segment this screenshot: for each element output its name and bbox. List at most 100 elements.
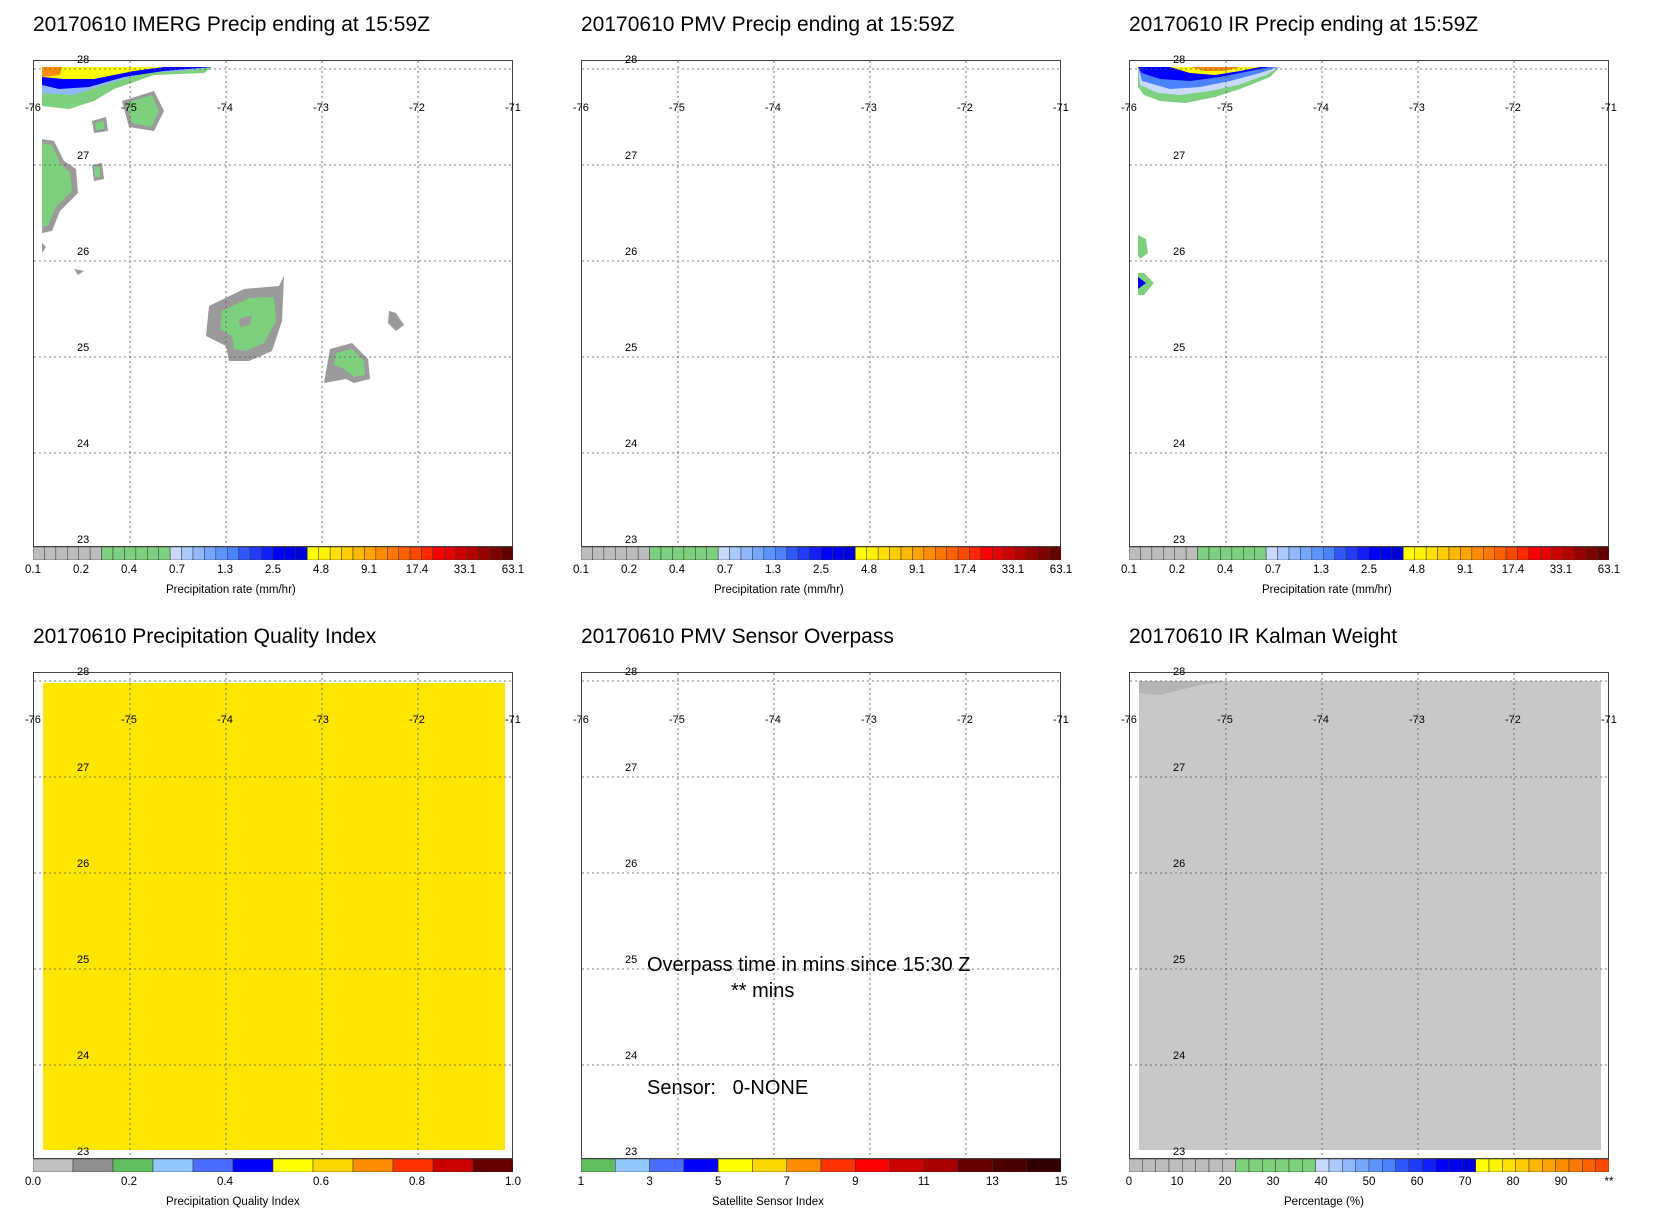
colorbar-swatch xyxy=(1408,1159,1423,1172)
colorbar-swatch xyxy=(1517,547,1530,560)
colorbar-tick-label: 50 xyxy=(1362,1176,1376,1188)
colorbar-swatch xyxy=(1435,1159,1450,1172)
colorbar-tick-label: 2.5 xyxy=(265,564,281,576)
grid-lines xyxy=(582,61,1060,546)
lat-label: 25 xyxy=(625,342,638,354)
colorbar-swatch xyxy=(889,547,902,560)
lat-label: 28 xyxy=(77,54,90,66)
lon-label: -75 xyxy=(121,714,137,726)
colorbar-tick-label: 30 xyxy=(1266,1176,1280,1188)
colorbar-swatch xyxy=(147,547,159,560)
colorbar-swatch xyxy=(1151,547,1164,560)
colorbar-swatch xyxy=(295,547,308,560)
colorbar-swatch xyxy=(1288,1159,1303,1172)
lon-label: -73 xyxy=(313,714,329,726)
colorbar-swatch xyxy=(683,547,696,560)
colorbar-tick-label: 0.7 xyxy=(169,564,185,576)
colorbar-tick-label: 0.2 xyxy=(73,564,89,576)
colorbar-swatch xyxy=(820,547,833,560)
colorbar-swatch xyxy=(1300,547,1313,560)
colorbar-ticks: 0 10 20 30 40 50 60 70 80 90 ** xyxy=(1126,1176,1614,1190)
lat-label: 26 xyxy=(625,246,638,258)
colorbar-swatch xyxy=(89,547,102,560)
colorbar-swatch xyxy=(375,547,388,560)
colorbar-swatch xyxy=(1582,1159,1596,1172)
colorbar-swatch xyxy=(1585,547,1598,560)
colorbar-swatch xyxy=(1483,547,1495,560)
map-plot xyxy=(1129,672,1609,1159)
colorbar-tick-label: 33.1 xyxy=(1549,564,1573,576)
colorbar-swatch xyxy=(1275,1159,1290,1172)
lat-label: 28 xyxy=(1173,666,1186,678)
colorbar-tick-label: 0.7 xyxy=(717,564,733,576)
colorbar-swatch xyxy=(55,547,68,560)
colorbar-swatch xyxy=(1425,547,1438,560)
colorbar-tick-label: 0.2 xyxy=(121,1176,137,1188)
panel-title: 20170610 PMV Precip ending at 15:59Z xyxy=(581,13,955,36)
colorbar-swatch xyxy=(1368,1159,1383,1172)
colorbar-swatch xyxy=(775,547,787,560)
colorbar-title: Precipitation Quality Index xyxy=(166,1196,300,1208)
lat-label: 24 xyxy=(1173,438,1186,450)
colorbar-swatch xyxy=(1220,547,1233,560)
colorbar xyxy=(33,1159,513,1172)
colorbar-swatch xyxy=(1488,1159,1503,1172)
lat-label: 23 xyxy=(625,534,638,546)
colorbar-swatch xyxy=(152,1159,194,1172)
map-plot xyxy=(33,60,513,547)
colorbar-swatch xyxy=(284,547,297,560)
colorbar-swatch xyxy=(729,547,742,560)
colorbar-swatch xyxy=(312,1159,354,1172)
lon-label: -72 xyxy=(1505,102,1521,114)
colorbar-ticks: 1 3 5 7 9 11 13 15 xyxy=(578,1176,1068,1190)
lat-label: 26 xyxy=(625,858,638,870)
lon-label: -71 xyxy=(1053,102,1069,114)
colorbar-swatch xyxy=(472,1159,513,1172)
lat-label: 26 xyxy=(77,858,90,870)
lon-label: -72 xyxy=(957,714,973,726)
colorbar-swatch xyxy=(1355,1159,1370,1172)
colorbar-swatch xyxy=(763,547,776,560)
colorbar-swatch xyxy=(855,1159,890,1172)
lat-label: 25 xyxy=(77,954,90,966)
colorbar-tick-label: 10 xyxy=(1170,1176,1184,1188)
colorbar-swatch xyxy=(1328,1159,1343,1172)
lon-label: -74 xyxy=(765,714,781,726)
colorbar-tick-label: ** xyxy=(1604,1176,1614,1188)
colorbar-swatch xyxy=(1422,1159,1436,1172)
colorbar-tick-label: 13 xyxy=(986,1176,999,1188)
lat-label: 28 xyxy=(625,666,638,678)
colorbar-tick-label: 0.4 xyxy=(1217,564,1233,576)
colorbar-swatch xyxy=(1197,547,1210,560)
colorbar-swatch xyxy=(1182,1159,1196,1172)
colorbar xyxy=(1129,547,1609,560)
lat-label: 27 xyxy=(625,762,638,774)
colorbar-swatch xyxy=(215,547,228,560)
lon-label: -76 xyxy=(573,714,589,726)
lon-label: -75 xyxy=(1217,102,1233,114)
colorbar-swatch xyxy=(392,1159,434,1172)
lon-label: -75 xyxy=(669,714,685,726)
colorbar-swatch xyxy=(169,547,182,560)
colorbar-swatch xyxy=(1357,547,1370,560)
colorbar-title: Precipitation rate (mm/hr) xyxy=(714,584,844,596)
colorbar-swatch xyxy=(1311,547,1324,560)
lat-label: 25 xyxy=(625,954,638,966)
colorbar-tick-label: 33.1 xyxy=(1001,564,1025,576)
lon-label: -73 xyxy=(1409,714,1425,726)
colorbar-swatch xyxy=(695,547,707,560)
colorbar-tick-label: 0.0 xyxy=(25,1176,41,1188)
colorbar-tick-label: 9.1 xyxy=(909,564,925,576)
lon-label: -71 xyxy=(1601,714,1617,726)
colorbar-swatch xyxy=(1231,547,1244,560)
lon-label: -72 xyxy=(957,102,973,114)
lat-label: 25 xyxy=(1173,954,1186,966)
colorbar-swatch xyxy=(581,547,593,560)
kalman-field xyxy=(1139,681,1601,1150)
lat-label: 27 xyxy=(1173,762,1186,774)
colorbar-swatch xyxy=(660,547,673,560)
colorbar-swatch xyxy=(1015,547,1027,560)
colorbar-swatch xyxy=(1462,1159,1476,1172)
lon-label: -76 xyxy=(1121,102,1137,114)
colorbar-swatch xyxy=(478,547,491,560)
